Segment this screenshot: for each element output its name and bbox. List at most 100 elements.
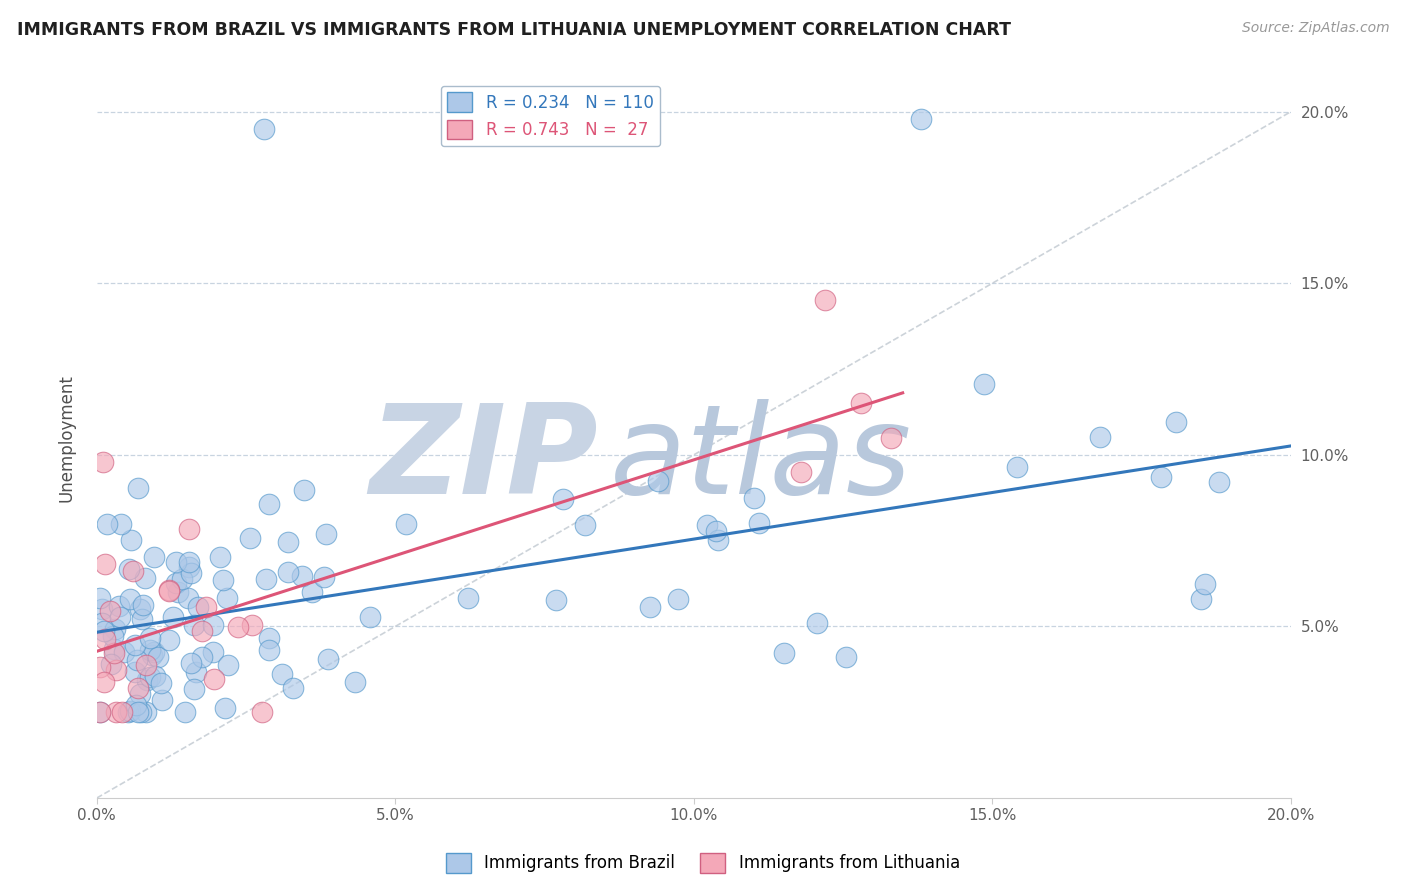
- Text: Source: ZipAtlas.com: Source: ZipAtlas.com: [1241, 21, 1389, 35]
- Y-axis label: Unemployment: Unemployment: [58, 374, 75, 501]
- Point: [157, 633, 180, 648]
- Point: [257, 631, 280, 645]
- Point: [132, 598, 155, 612]
- Point: [202, 672, 225, 686]
- Point: [177, 560, 200, 574]
- Point: [240, 618, 263, 632]
- Point: [142, 645, 165, 659]
- Point: [165, 555, 187, 569]
- Point: [104, 663, 127, 677]
- Point: [202, 618, 225, 632]
- Point: [93, 675, 115, 690]
- Point: [195, 599, 218, 614]
- Point: [849, 396, 872, 410]
- Point: [1189, 592, 1212, 607]
- Point: [880, 431, 903, 445]
- Point: [91, 455, 114, 469]
- Point: [108, 599, 131, 613]
- Point: [131, 612, 153, 626]
- Point: [254, 572, 277, 586]
- Point: [212, 573, 235, 587]
- Point: [128, 602, 150, 616]
- Point: [129, 706, 152, 720]
- Point: [118, 562, 141, 576]
- Point: [292, 483, 315, 497]
- Point: [773, 646, 796, 660]
- Point: [1088, 430, 1111, 444]
- Legend: R = 0.234   N = 110, R = 0.743   N =  27: R = 0.234 N = 110, R = 0.743 N = 27: [440, 86, 661, 146]
- Text: atlas: atlas: [610, 399, 912, 520]
- Point: [666, 592, 689, 607]
- Point: [100, 657, 122, 672]
- Point: [110, 516, 132, 531]
- Point: [1208, 475, 1230, 490]
- Point: [104, 623, 127, 637]
- Point: [139, 643, 162, 657]
- Point: [239, 531, 262, 545]
- Point: [277, 534, 299, 549]
- Point: [457, 591, 479, 606]
- Point: [103, 647, 125, 661]
- Point: [129, 687, 152, 701]
- Text: ZIP: ZIP: [370, 399, 598, 520]
- Point: [118, 704, 141, 718]
- Point: [973, 376, 995, 391]
- Point: [696, 518, 718, 533]
- Point: [142, 549, 165, 564]
- Point: [117, 706, 139, 720]
- Point: [217, 591, 239, 605]
- Point: [1007, 460, 1029, 475]
- Point: [259, 497, 281, 511]
- Point: [135, 673, 157, 687]
- Point: [157, 583, 180, 598]
- Point: [180, 657, 202, 671]
- Point: [253, 122, 276, 136]
- Point: [146, 650, 169, 665]
- Point: [343, 675, 366, 690]
- Point: [93, 624, 115, 639]
- Point: [835, 649, 858, 664]
- Point: [170, 572, 193, 586]
- Point: [190, 650, 212, 665]
- Point: [135, 657, 157, 672]
- Point: [89, 660, 111, 674]
- Point: [544, 592, 567, 607]
- Point: [165, 576, 187, 591]
- Point: [125, 698, 148, 712]
- Point: [89, 706, 111, 720]
- Point: [315, 527, 337, 541]
- Point: [742, 491, 765, 505]
- Point: [94, 557, 117, 571]
- Point: [910, 112, 932, 126]
- Point: [120, 533, 142, 548]
- Point: [312, 569, 335, 583]
- Point: [127, 481, 149, 495]
- Point: [217, 658, 239, 673]
- Point: [110, 706, 132, 720]
- Point: [214, 701, 236, 715]
- Point: [209, 549, 232, 564]
- Point: [138, 670, 160, 684]
- Point: [814, 293, 837, 308]
- Point: [127, 706, 149, 720]
- Point: [790, 465, 813, 479]
- Point: [183, 618, 205, 632]
- Point: [152, 693, 174, 707]
- Point: [748, 516, 770, 531]
- Point: [707, 533, 730, 548]
- Point: [112, 645, 135, 659]
- Point: [121, 564, 143, 578]
- Point: [551, 491, 574, 506]
- Point: [638, 599, 661, 614]
- Point: [257, 642, 280, 657]
- Point: [647, 474, 669, 488]
- Point: [89, 591, 111, 605]
- Point: [1194, 577, 1216, 591]
- Point: [1150, 470, 1173, 484]
- Point: [177, 522, 200, 536]
- Point: [162, 610, 184, 624]
- Point: [141, 648, 163, 662]
- Point: [183, 682, 205, 697]
- Point: [120, 591, 142, 606]
- Point: [104, 706, 127, 720]
